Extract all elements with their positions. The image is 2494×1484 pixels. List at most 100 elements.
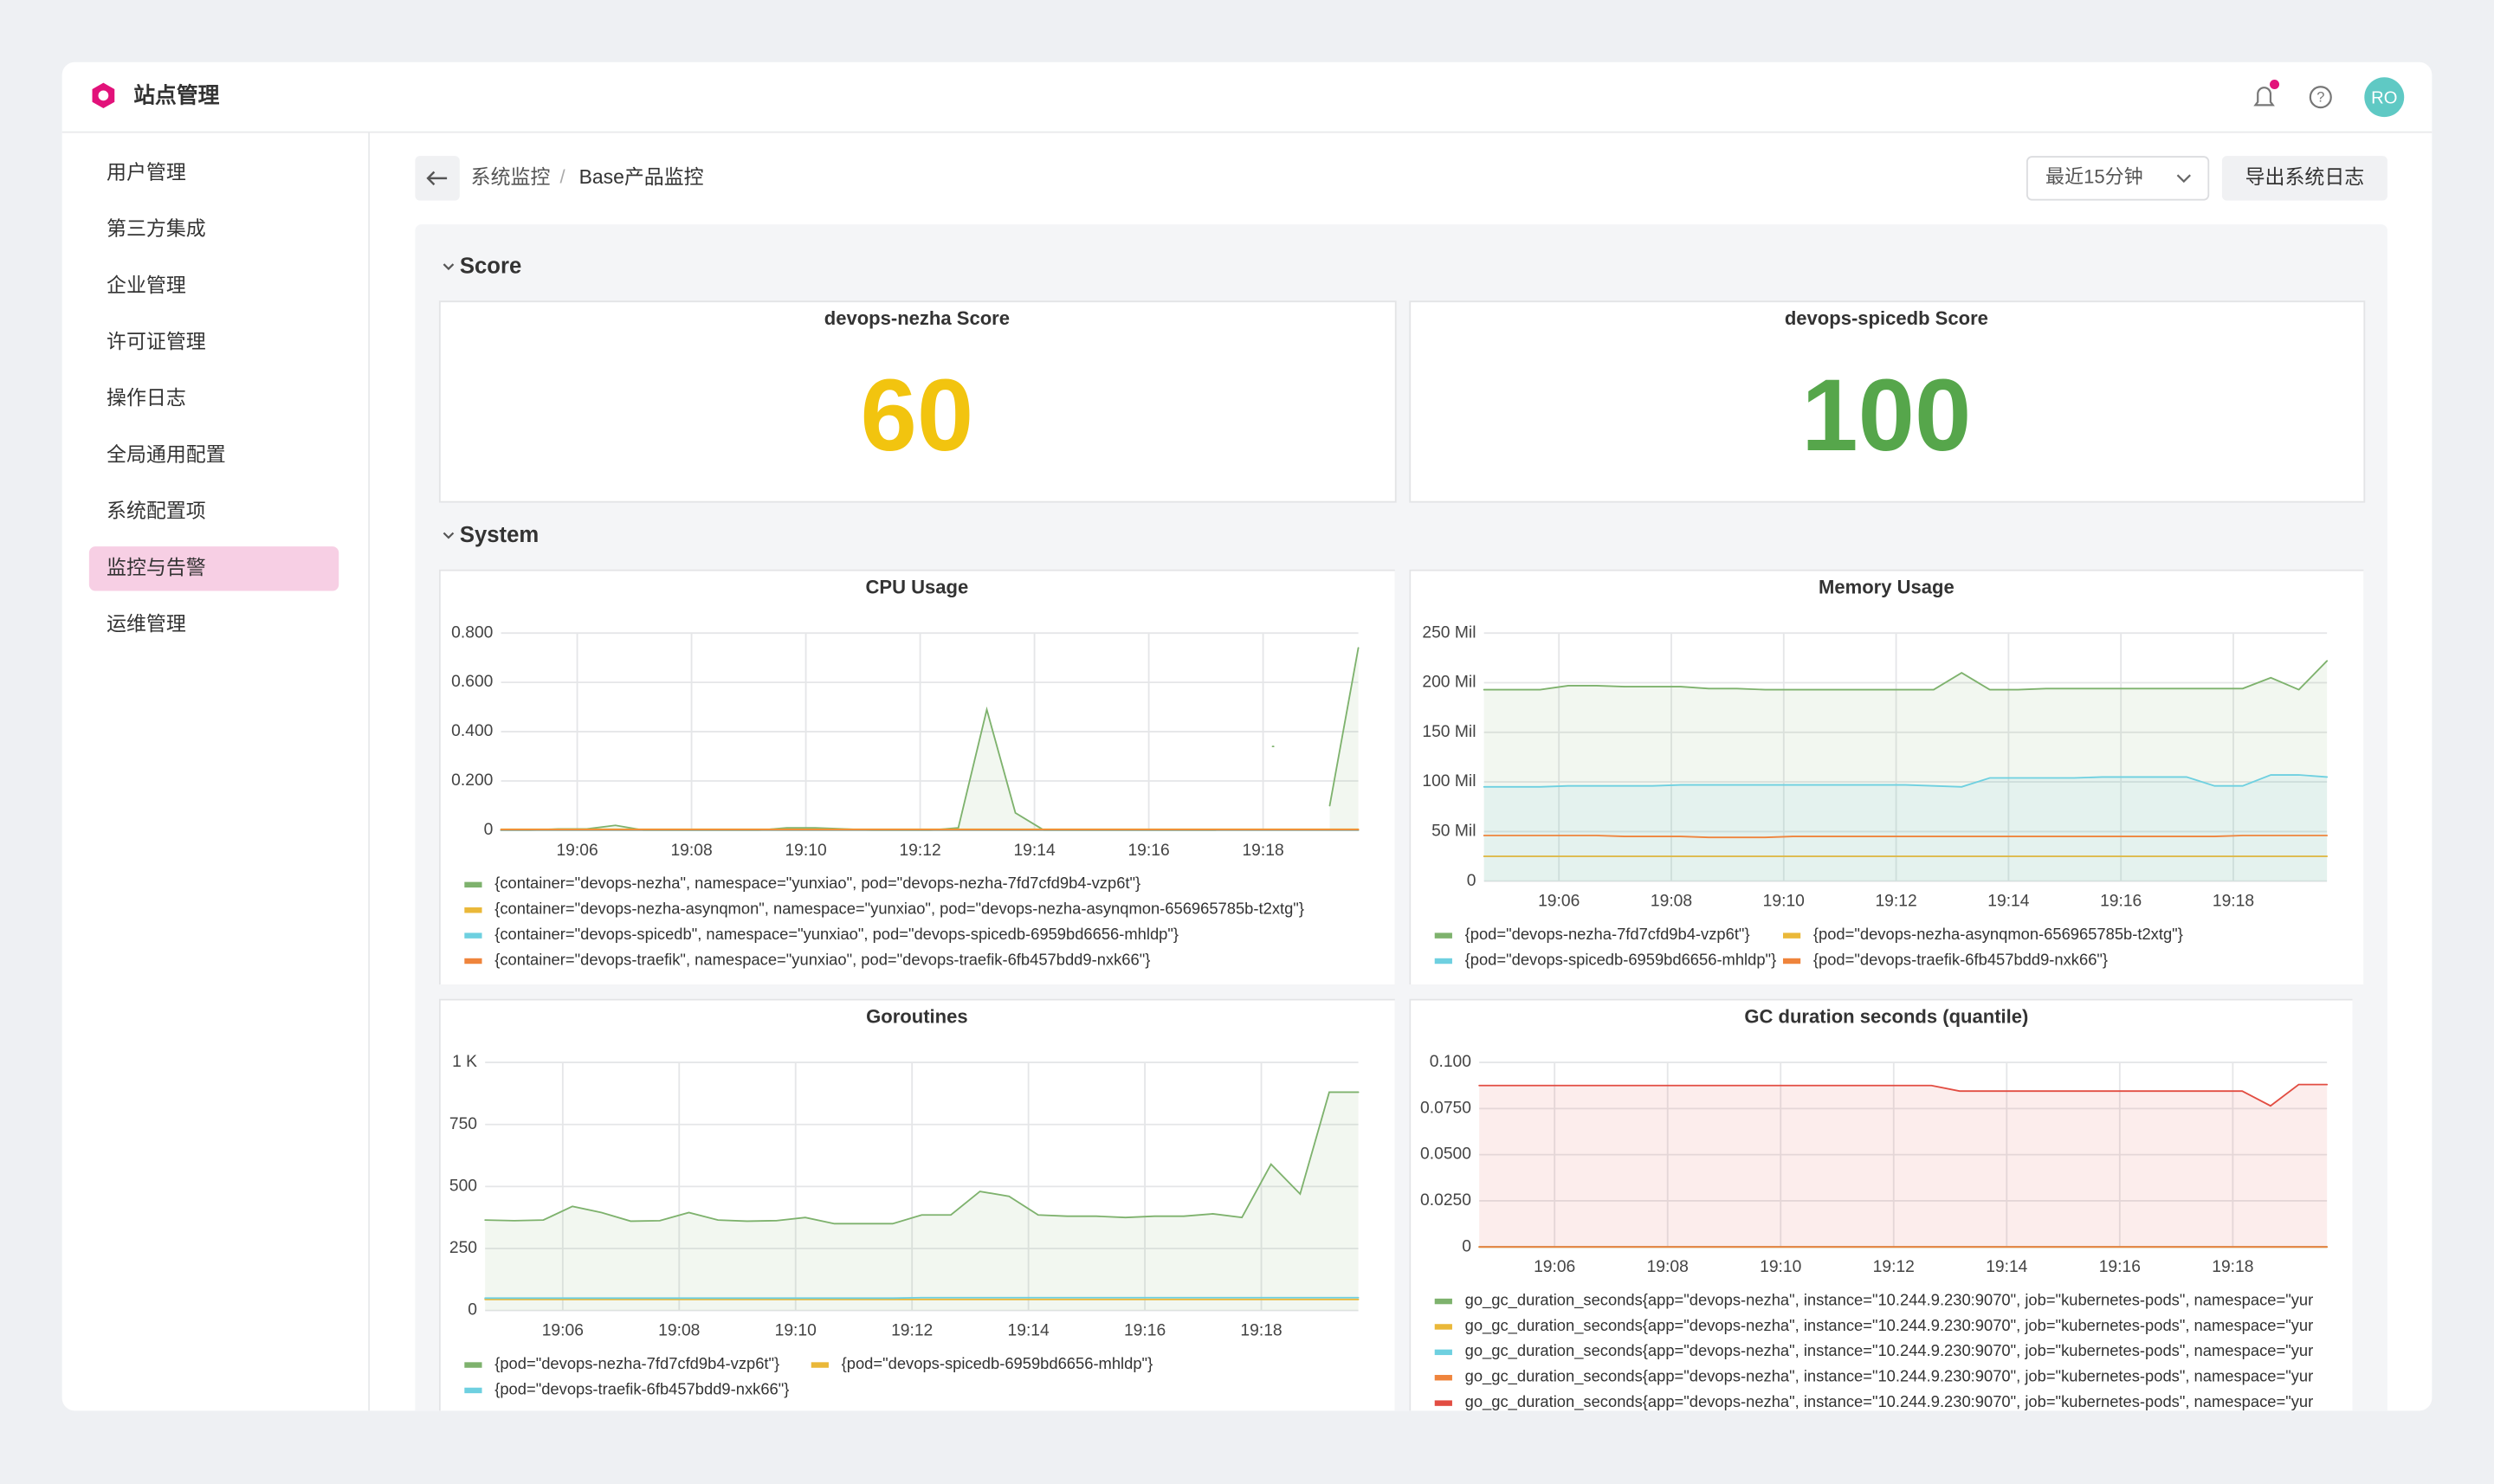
legend-label[interactable]: {container="devops-nezha", namespace="yu… xyxy=(494,874,1140,892)
x-tick-label: 19:10 xyxy=(785,842,826,860)
x-tick-label: 19:16 xyxy=(2099,1258,2141,1276)
score-title: devops-spicedb Score xyxy=(1785,307,1988,329)
series-line xyxy=(1483,835,2329,839)
time-range-text: 最近15分钟 xyxy=(2045,166,2143,188)
collapse-icon[interactable] xyxy=(443,263,455,271)
chart-title: CPU Usage xyxy=(865,577,968,598)
x-tick-label: 19:10 xyxy=(1763,893,1805,911)
x-tick-label: 19:06 xyxy=(1534,1258,1575,1276)
sidebar-item[interactable]: 运维管理 xyxy=(107,612,186,635)
sidebar-item[interactable]: 监控与告警 xyxy=(107,556,206,578)
series-line xyxy=(1483,774,2329,788)
y-tick-label: 0.400 xyxy=(451,722,493,740)
sidebar-item[interactable]: 用户管理 xyxy=(107,160,186,183)
y-tick-label: 0 xyxy=(1462,1237,1471,1255)
select-chevron xyxy=(2176,174,2191,184)
time-range-select[interactable] xyxy=(2026,156,2210,201)
sidebar-item[interactable]: 操作日志 xyxy=(107,386,186,409)
legend-swatch xyxy=(464,1362,482,1368)
breadcrumb-separator: / xyxy=(560,166,566,188)
legend-label[interactable]: {pod="devops-spicedb-6959bd6656-mhldp"} xyxy=(842,1354,1153,1372)
legend-label[interactable]: {pod="devops-spicedb-6959bd6656-mhldp"} xyxy=(1465,950,1777,968)
y-tick-label: 0.200 xyxy=(451,771,493,790)
x-tick-label: 19:18 xyxy=(1240,1322,1282,1340)
legend-label[interactable]: go_gc_duration_seconds{app="devops-nezha… xyxy=(1465,1367,2314,1386)
x-tick-label: 19:18 xyxy=(2212,1258,2253,1276)
panel-bg xyxy=(438,569,1395,985)
series-line xyxy=(1478,1083,2329,1107)
y-tick-label: 0.100 xyxy=(1430,1053,1471,1071)
y-tick-label: 750 xyxy=(449,1115,477,1133)
score-value: 60 xyxy=(861,358,974,472)
legend-swatch xyxy=(1434,1349,1452,1356)
bell-icon[interactable] xyxy=(2253,80,2280,106)
area-fill xyxy=(1483,661,2328,881)
legend-label[interactable]: {container="devops-nezha-asynqmon", name… xyxy=(494,900,1304,918)
avatar-text: RO xyxy=(2371,88,2397,107)
series-line xyxy=(484,1091,1360,1225)
y-tick-label: 0 xyxy=(468,1301,477,1319)
export-button[interactable] xyxy=(2221,156,2387,201)
x-tick-label: 19:12 xyxy=(1875,893,1916,911)
legend-label[interactable]: go_gc_duration_seconds{app="devops-nezha… xyxy=(1465,1316,2314,1335)
x-tick-label: 19:06 xyxy=(542,1322,584,1340)
y-tick-label: 0.0250 xyxy=(1420,1191,1471,1210)
legend-label[interactable]: {container="devops-spicedb", namespace="… xyxy=(494,925,1179,943)
logo xyxy=(92,82,115,109)
legend-swatch xyxy=(464,881,482,888)
chart-panel: Goroutines 0 250 500 750 1 K 19:06 19:08 19:10 19… xyxy=(438,998,1395,1411)
sidebar-item[interactable]: 第三方集成 xyxy=(107,217,206,240)
score-value: 100 xyxy=(1801,358,1971,472)
sidebar-item[interactable]: 许可证管理 xyxy=(107,330,206,352)
chart-title: Goroutines xyxy=(866,1006,968,1028)
x-tick-label: 19:18 xyxy=(2213,893,2254,911)
legend-label[interactable]: {pod="devops-nezha-7fd7cfd9b4-vzp6t"} xyxy=(494,1354,779,1372)
chart-title: GC duration seconds (quantile) xyxy=(1744,1006,2028,1028)
help-icon[interactable]: ? xyxy=(2309,86,2332,109)
legend-swatch xyxy=(464,932,482,939)
x-tick-label: 19:08 xyxy=(670,842,712,860)
legend-swatch xyxy=(1434,932,1452,939)
section-title[interactable]: Score xyxy=(460,255,521,279)
y-tick-label: 0.600 xyxy=(451,673,493,691)
collapse-icon[interactable] xyxy=(443,532,455,539)
chart-panel: GC duration seconds (quantile) 0 0.0250 0.0… xyxy=(1409,998,2353,1411)
breadcrumb-item[interactable]: 系统监控 xyxy=(471,165,551,188)
legend-label[interactable]: go_gc_duration_seconds{app="devops-nezha… xyxy=(1465,1341,2314,1360)
sidebar-item[interactable]: 企业管理 xyxy=(107,274,186,296)
legend-label[interactable]: {pod="devops-traefik-6fb457bdd9-nxk66"} xyxy=(494,1379,789,1397)
x-tick-label: 19:14 xyxy=(1987,893,2029,911)
x-tick-label: 19:14 xyxy=(1008,1322,1050,1340)
legend-swatch xyxy=(1434,1400,1452,1406)
legend-label[interactable]: {pod="devops-traefik-6fb457bdd9-nxk66"} xyxy=(1813,950,2108,968)
x-tick-label: 19:14 xyxy=(1986,1258,2027,1276)
legend-label[interactable]: {container="devops-traefik", namespace="… xyxy=(494,950,1150,968)
y-tick-label: 0.800 xyxy=(451,623,493,642)
legend-swatch xyxy=(1434,1375,1452,1381)
sidebar-item[interactable]: 系统配置项 xyxy=(107,500,206,522)
legend-label[interactable]: go_gc_duration_seconds{app="devops-nezha… xyxy=(1465,1290,2314,1309)
avatar[interactable] xyxy=(2364,77,2405,118)
y-tick-label: 250 Mil xyxy=(1422,623,1476,642)
section-title[interactable]: System xyxy=(460,523,539,547)
x-tick-label: 19:08 xyxy=(1651,893,1692,911)
sidebar-active xyxy=(88,546,339,591)
x-tick-label: 19:14 xyxy=(1013,842,1055,860)
score-panel xyxy=(438,300,1397,503)
area-fill xyxy=(1329,648,1359,830)
series-line xyxy=(484,1296,1360,1300)
legend-label[interactable]: {pod="devops-nezha-7fd7cfd9b4-vzp6t"} xyxy=(1465,925,1750,943)
series-line xyxy=(1483,660,2329,691)
sidebar-item[interactable]: 全局通用配置 xyxy=(107,442,226,465)
x-tick-label: 19:10 xyxy=(1760,1258,1801,1276)
content: 站点管理 ? RO 系统监控 / Base产品监控 最近15分钟 导出系统日志 … xyxy=(61,77,2433,1411)
legend-label[interactable]: go_gc_duration_seconds{app="devops-nezha… xyxy=(1465,1392,2314,1411)
legend-swatch xyxy=(811,1362,829,1368)
svg-text:?: ? xyxy=(2316,88,2324,105)
legend-label[interactable]: {pod="devops-nezha-asynqmon-656965785b-t… xyxy=(1813,925,2183,943)
site-title: 站点管理 xyxy=(133,83,219,108)
x-tick-label: 19:16 xyxy=(1124,1322,1166,1340)
chart-panel: Memory Usage 0 50 Mil 100 Mil 150 Mil 200 Mil… xyxy=(1409,569,2364,985)
x-tick-label: 19:10 xyxy=(775,1322,817,1340)
y-tick-label: 0 xyxy=(1467,872,1476,890)
